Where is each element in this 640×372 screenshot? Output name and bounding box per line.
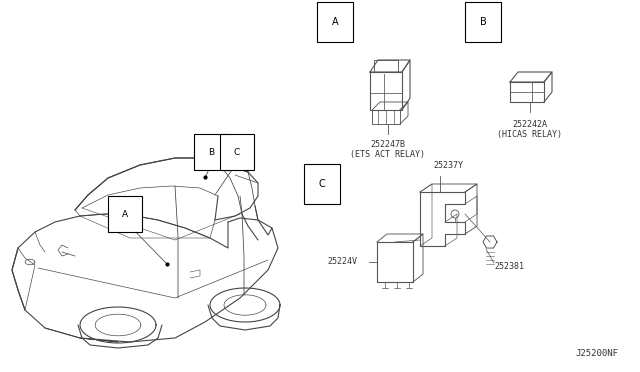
- Text: 25237Y: 25237Y: [433, 161, 463, 170]
- Text: (HICAS RELAY): (HICAS RELAY): [497, 130, 563, 139]
- Text: 252381: 252381: [494, 262, 524, 271]
- Text: B: B: [208, 148, 214, 157]
- Text: B: B: [479, 17, 486, 27]
- Text: (ETS ACT RELAY): (ETS ACT RELAY): [351, 150, 426, 159]
- Text: 252242A: 252242A: [513, 120, 547, 129]
- Text: 252247B: 252247B: [371, 140, 406, 149]
- Text: J25200NF: J25200NF: [575, 349, 618, 358]
- Text: A: A: [122, 209, 128, 218]
- Text: 25224V: 25224V: [327, 257, 357, 266]
- Text: C: C: [319, 179, 325, 189]
- Text: C: C: [234, 148, 240, 157]
- Text: A: A: [332, 17, 339, 27]
